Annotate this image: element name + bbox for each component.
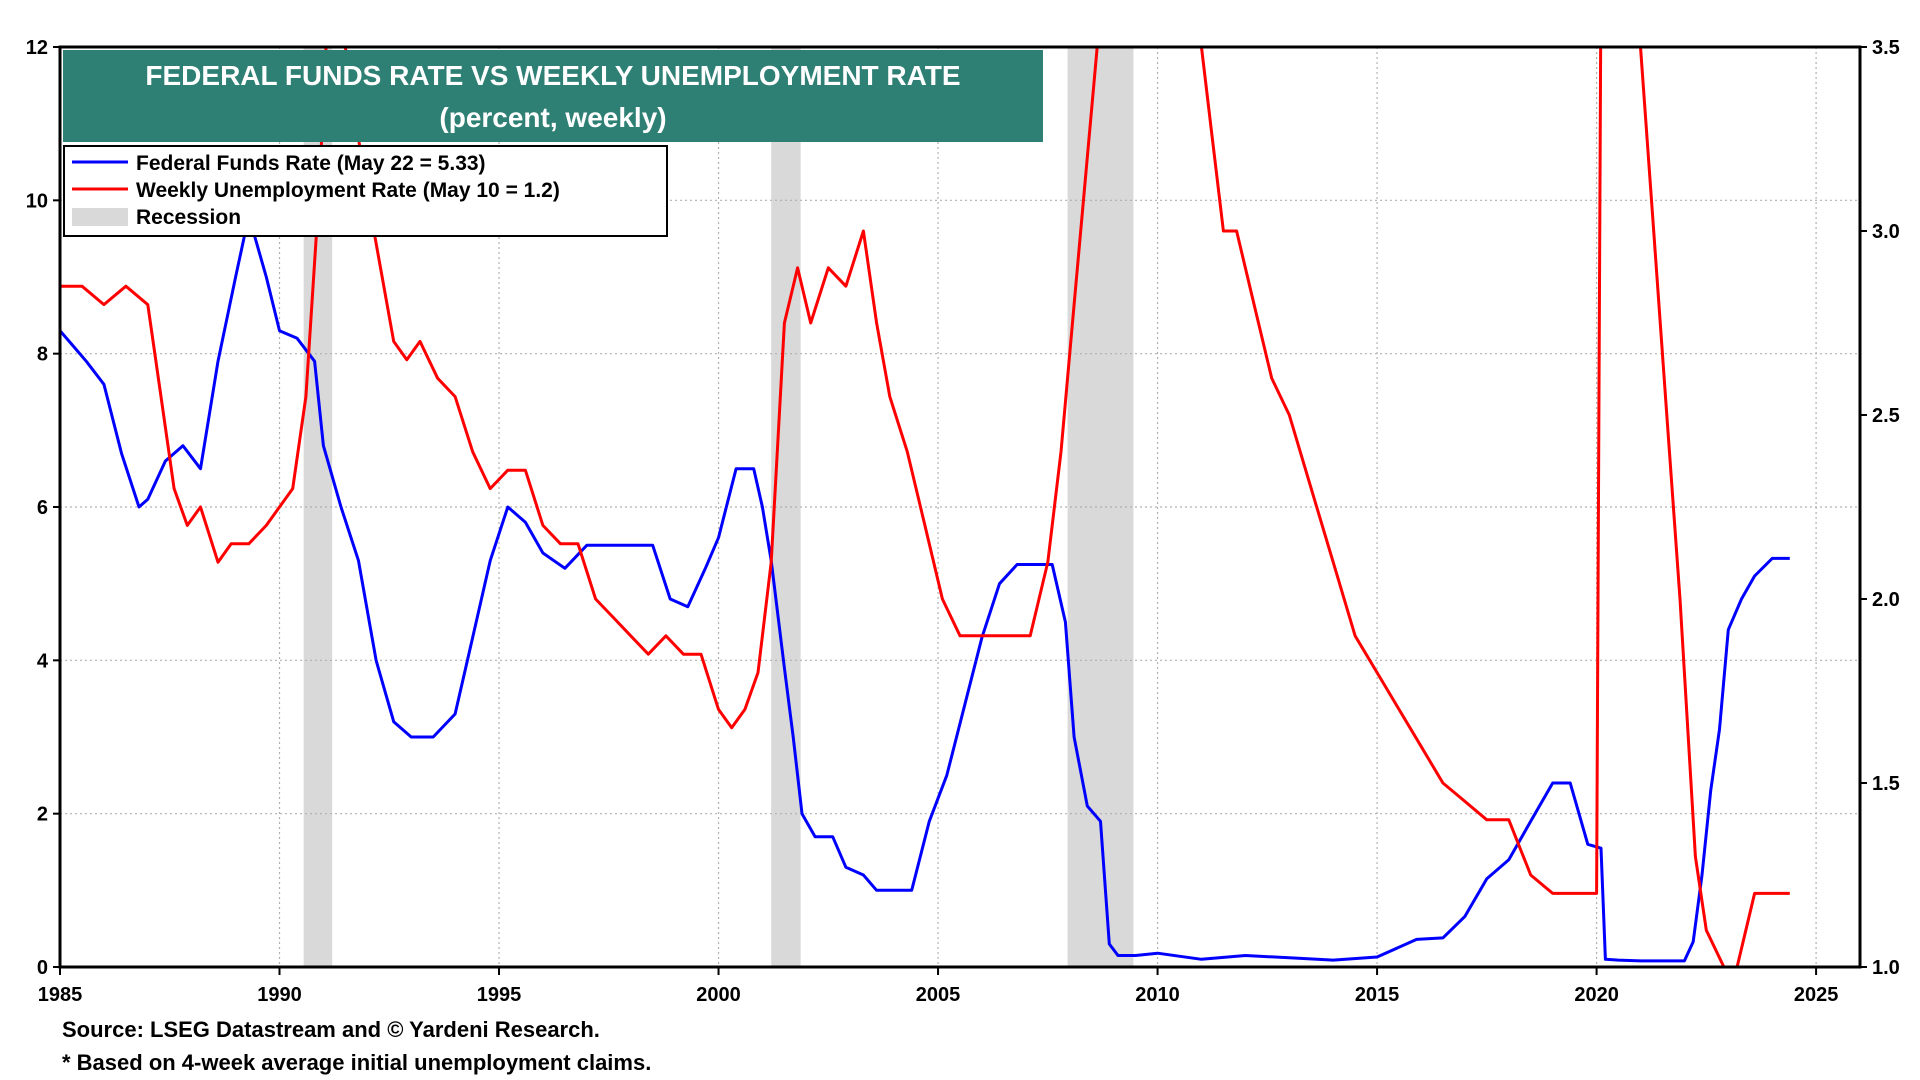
x-tick-label-1995: 1995 — [477, 984, 522, 1006]
axes: 1985 1990 1995 2000 2005 2010 2015 2020 2025 0 2 4 6… — [26, 37, 1900, 1006]
chart-subtitle: (percent, weekly) — [439, 102, 666, 133]
legend-label-recession: Recession — [136, 206, 241, 229]
x-tick-label-2000: 2000 — [696, 984, 741, 1006]
x-tick-label-1990: 1990 — [257, 984, 302, 1006]
legend-swatch-recession — [72, 208, 128, 226]
legend-label-federal-funds: Federal Funds Rate (May 22 = 5.33) — [136, 152, 486, 175]
y-left-tick-label-6: 6 — [37, 497, 48, 519]
series-lines — [60, 47, 1790, 967]
legend: Federal Funds Rate (May 22 = 5.33) Weekl… — [63, 145, 668, 237]
series-line-weekly-unemployment-rate — [60, 47, 1790, 967]
y-right-tick-label-2.0: 2.0 — [1872, 589, 1900, 611]
y-right-tick-label-3.5: 3.5 — [1872, 37, 1900, 59]
x-tick-label-2020: 2020 — [1574, 984, 1619, 1006]
y-right-tick-label-1.5: 1.5 — [1872, 773, 1900, 795]
chart-title: FEDERAL FUNDS RATE VS WEEKLY UNEMPLOYMEN… — [145, 60, 960, 91]
x-tick-label-1985: 1985 — [38, 984, 83, 1006]
x-tick-label-2010: 2010 — [1135, 984, 1180, 1006]
legend-box — [63, 145, 668, 237]
y-left-tick-label-10: 10 — [26, 190, 48, 212]
title-box-background — [63, 50, 1043, 142]
y-left-tick-label-8: 8 — [37, 344, 48, 366]
x-tick-label-2015: 2015 — [1355, 984, 1400, 1006]
y-left-tick-label-0: 0 — [37, 957, 48, 979]
series-line-federal-funds-rate — [60, 214, 1790, 963]
y-left-tick-label-12: 12 — [26, 37, 48, 59]
source-note: Source: LSEG Datastream and © Yardeni Re… — [62, 1017, 600, 1042]
y-right-tick-label-3.0: 3.0 — [1872, 221, 1900, 243]
y-right-tick-label-2.5: 2.5 — [1872, 405, 1900, 427]
y-right-tick-label-1.0: 1.0 — [1872, 957, 1900, 979]
title-box: FEDERAL FUNDS RATE VS WEEKLY UNEMPLOYMEN… — [63, 50, 1043, 142]
x-tick-label-2025: 2025 — [1794, 984, 1839, 1006]
footnote: * Based on 4-week average initial unempl… — [62, 1050, 652, 1075]
y-left-tick-label-2: 2 — [37, 804, 48, 826]
legend-label-unemployment: Weekly Unemployment Rate (May 10 = 1.2) — [136, 179, 560, 202]
x-tick-label-2005: 2005 — [916, 984, 961, 1006]
y-left-tick-label-4: 4 — [37, 650, 49, 672]
